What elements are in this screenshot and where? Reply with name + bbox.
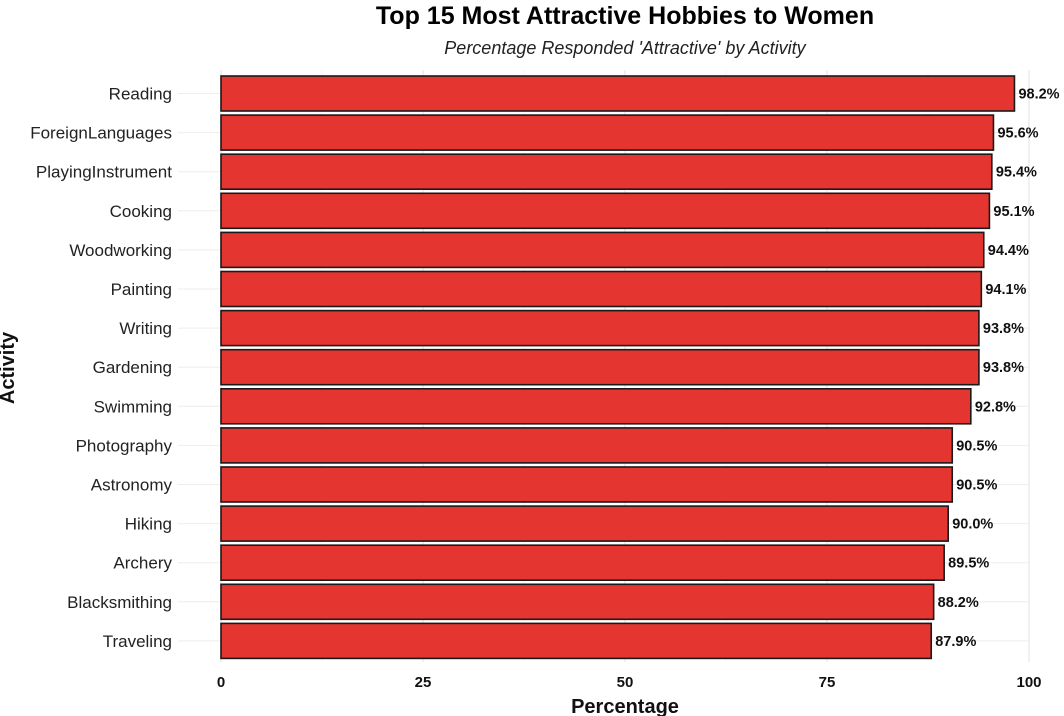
category-label: Painting [111, 280, 172, 299]
chart-title: Top 15 Most Attractive Hobbies to Women [375, 2, 875, 30]
value-labels: 98.2% 95.6% 95.4% 95.1% 94.4% 94.1% 93.8% 93.8%… [935, 87, 1059, 650]
bar [220, 622, 933, 660]
value-label: 93.8% [983, 360, 1024, 376]
value-label: 93.8% [983, 321, 1024, 337]
bar [220, 192, 991, 230]
category-label: ForeignLanguages [30, 124, 172, 143]
value-label: 95.6% [997, 126, 1038, 142]
category-label: PlayingInstrument [36, 163, 172, 182]
y-axis-title: Activity [0, 331, 19, 404]
bar [220, 544, 945, 582]
category-labels: Reading ForeignLanguages PlayingInstrument… [30, 85, 172, 651]
bar [220, 153, 993, 190]
x-tick-label: 100 [1016, 674, 1041, 691]
bar [220, 348, 980, 386]
category-label: Photography [76, 436, 173, 455]
value-label: 90.0% [952, 517, 993, 533]
chart-subtitle: Percentage Responded 'Attractive' by Act… [444, 38, 806, 58]
value-label: 94.1% [985, 282, 1026, 298]
bar [220, 114, 995, 151]
value-label: 88.2% [938, 595, 979, 611]
bar [220, 75, 1016, 112]
category-label: Gardening [93, 358, 172, 377]
value-label: 90.5% [956, 478, 997, 494]
value-label: 90.5% [956, 438, 997, 454]
category-label: Archery [113, 554, 172, 573]
bar [220, 427, 954, 464]
category-label: Cooking [110, 202, 172, 221]
value-label: 95.1% [993, 204, 1034, 220]
value-label: 92.8% [975, 399, 1016, 415]
bar [220, 583, 935, 621]
category-label: Traveling [103, 632, 172, 651]
bar [220, 231, 985, 269]
bar [220, 270, 983, 308]
value-label: 94.4% [988, 243, 1029, 259]
bar [220, 309, 980, 347]
category-label: Hiking [125, 515, 172, 534]
bar [220, 466, 954, 503]
bars-group [220, 75, 1016, 660]
bar [220, 505, 950, 542]
value-label: 87.9% [935, 634, 976, 650]
bar [220, 387, 972, 425]
category-label: Reading [109, 85, 172, 104]
category-label: Astronomy [91, 476, 173, 495]
value-label: 98.2% [1018, 87, 1059, 103]
value-label: 89.5% [948, 556, 989, 572]
category-label: Swimming [94, 397, 172, 416]
x-tick-label: 50 [617, 674, 634, 691]
x-tick-label: 25 [415, 674, 432, 691]
value-label: 95.4% [996, 165, 1037, 181]
x-tick-label: 0 [217, 674, 225, 691]
x-axis-title: Percentage [571, 696, 679, 716]
category-label: Woodworking [69, 241, 172, 260]
category-label: Writing [119, 319, 172, 338]
category-label: Blacksmithing [67, 593, 172, 612]
x-tick-label: 75 [819, 674, 836, 691]
x-tick-labels: 0 25 50 75 100 [217, 674, 1042, 691]
